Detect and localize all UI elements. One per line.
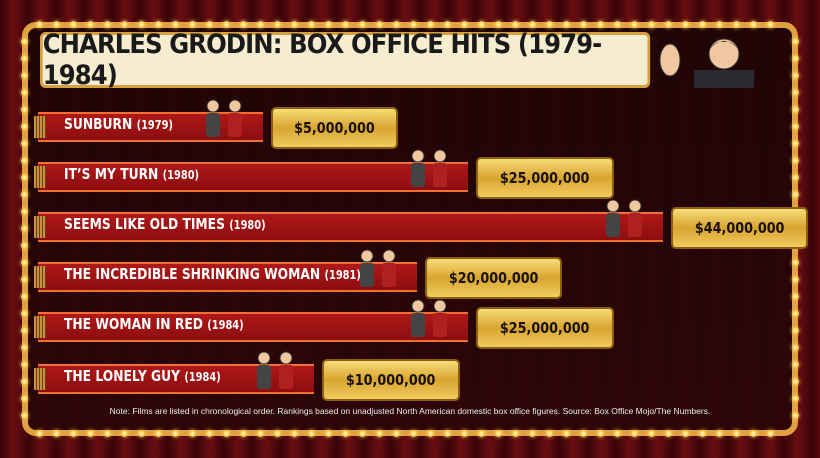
film-year: (1980)	[162, 168, 200, 182]
film-title: SEEMS LIKE OLD TIMES	[64, 215, 225, 233]
film-illustration-icon	[257, 351, 294, 389]
box-office-tag: $10,000,000	[322, 359, 460, 401]
film-year: (1984)	[184, 370, 221, 384]
film-illustration-icon	[206, 99, 242, 137]
film-title: SUNBURN	[64, 115, 133, 133]
film-title: IT’S MY TURN	[64, 165, 159, 183]
film-title: THE INCREDIBLE SHRINKING WOMAN	[64, 265, 321, 283]
film-label: THE LONELY GUY (1984)	[64, 367, 221, 385]
film-label: THE WOMAN IN RED (1984)	[64, 315, 244, 333]
film-label: IT’S MY TURN (1980)	[64, 165, 199, 183]
box-office-value: $25,000,000	[500, 319, 590, 337]
bar	[34, 112, 263, 142]
box-office-value: $5,000,000	[294, 119, 375, 137]
box-office-tag: $25,000,000	[476, 307, 614, 349]
source-note: Note: Films are listed in chronological …	[109, 406, 711, 416]
film-year: (1984)	[207, 318, 244, 332]
film-label: SUNBURN (1979)	[64, 115, 173, 133]
film-year: (1980)	[229, 218, 266, 232]
film-year: (1981)	[324, 268, 361, 282]
film-illustration-icon	[606, 199, 643, 237]
box-office-value: $25,000,000	[500, 169, 590, 187]
film-label: SEEMS LIKE OLD TIMES (1980)	[64, 215, 266, 233]
film-illustration-icon	[411, 299, 448, 337]
box-office-value: $10,000,000	[346, 371, 436, 389]
charles-grodin-portrait-icon	[659, 38, 754, 88]
bar	[33, 312, 469, 342]
film-year: (1979)	[136, 118, 173, 132]
film-illustration-icon	[359, 249, 396, 287]
film-illustration-icon	[411, 149, 448, 187]
box-office-value: $20,000,000	[448, 269, 539, 287]
bar	[34, 262, 417, 292]
box-office-tag: $20,000,000	[424, 257, 563, 299]
bar	[33, 212, 664, 242]
box-office-value: $44,000,000	[695, 219, 785, 237]
box-office-tag: $44,000,000	[671, 207, 809, 249]
bar	[33, 162, 469, 192]
film-title: THE WOMAN IN RED	[64, 315, 203, 333]
film-label: THE INCREDIBLE SHRINKING WOMAN (1981)	[64, 265, 361, 283]
chart-title: CHARLES GRODIN: BOX OFFICE HITS (1979-19…	[40, 29, 651, 91]
box-office-tag: $5,000,000	[271, 107, 398, 149]
box-office-tag: $25,000,000	[476, 157, 614, 199]
film-title: THE LONELY GUY	[64, 367, 181, 385]
